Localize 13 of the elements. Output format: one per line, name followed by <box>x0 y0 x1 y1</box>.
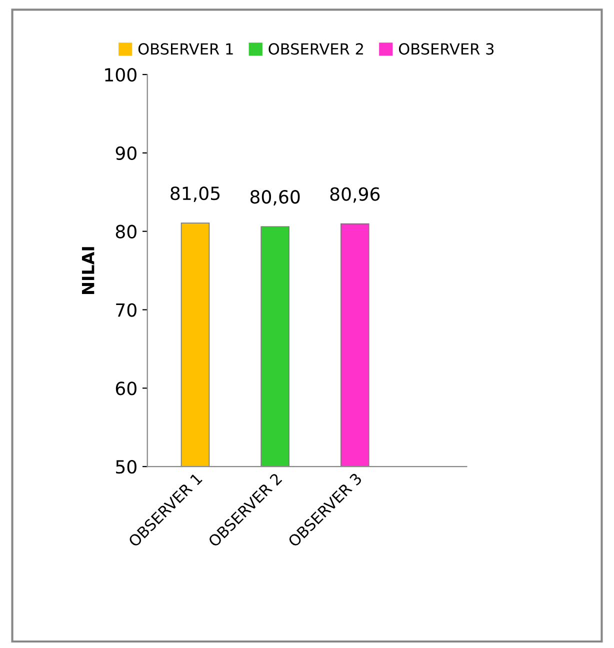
data-label: 80,60 <box>250 190 300 206</box>
data-label: 80,96 <box>330 187 380 203</box>
y-tick-label: 70 <box>116 303 136 317</box>
y-tick-label: 90 <box>116 146 136 160</box>
y-tick-label: 50 <box>116 460 136 474</box>
legend-label: OBSERVER 1 <box>138 43 233 55</box>
y-axis-title: NILAI <box>82 247 94 294</box>
y-tick-label: 60 <box>116 382 136 396</box>
data-label: 81,05 <box>170 186 220 202</box>
legend-label: OBSERVER 2 <box>268 43 363 55</box>
y-tick-label: 80 <box>116 224 136 238</box>
y-tick-label: 100 <box>105 68 136 82</box>
legend-label: OBSERVER 3 <box>398 43 494 55</box>
